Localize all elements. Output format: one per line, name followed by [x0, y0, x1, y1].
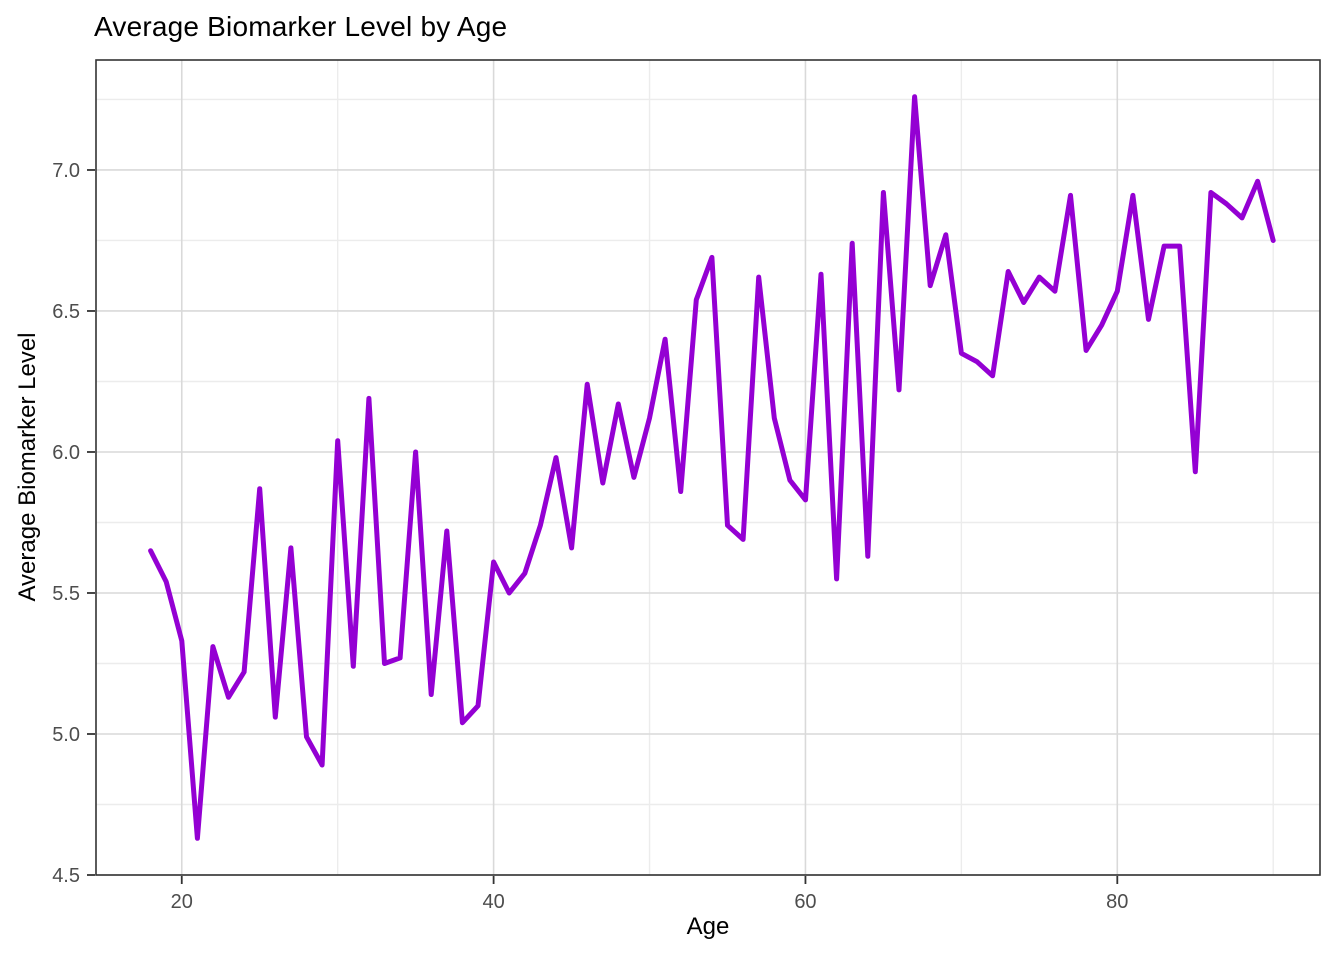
x-tick-label: 80: [1106, 891, 1128, 913]
y-tick-label: 7.0: [52, 160, 80, 182]
x-tick-label: 40: [482, 891, 504, 913]
y-axis-title: Average Biomarker Level: [14, 332, 41, 602]
y-tick-label: 6.0: [52, 442, 80, 464]
x-tick-label: 20: [171, 891, 193, 913]
biomarker-line: [148, 94, 1276, 841]
chart-title: Average Biomarker Level by Age: [94, 11, 508, 42]
panel-background: [96, 60, 1320, 875]
panel-border: [95, 59, 1321, 876]
y-tick-label: 5.5: [52, 583, 80, 605]
y-tick-label: 5.0: [52, 724, 80, 746]
y-tick-label: 4.5: [52, 865, 80, 887]
x-tick-label: 60: [794, 891, 816, 913]
y-tick-label: 6.5: [52, 301, 80, 323]
x-axis-title: Age: [686, 913, 730, 940]
